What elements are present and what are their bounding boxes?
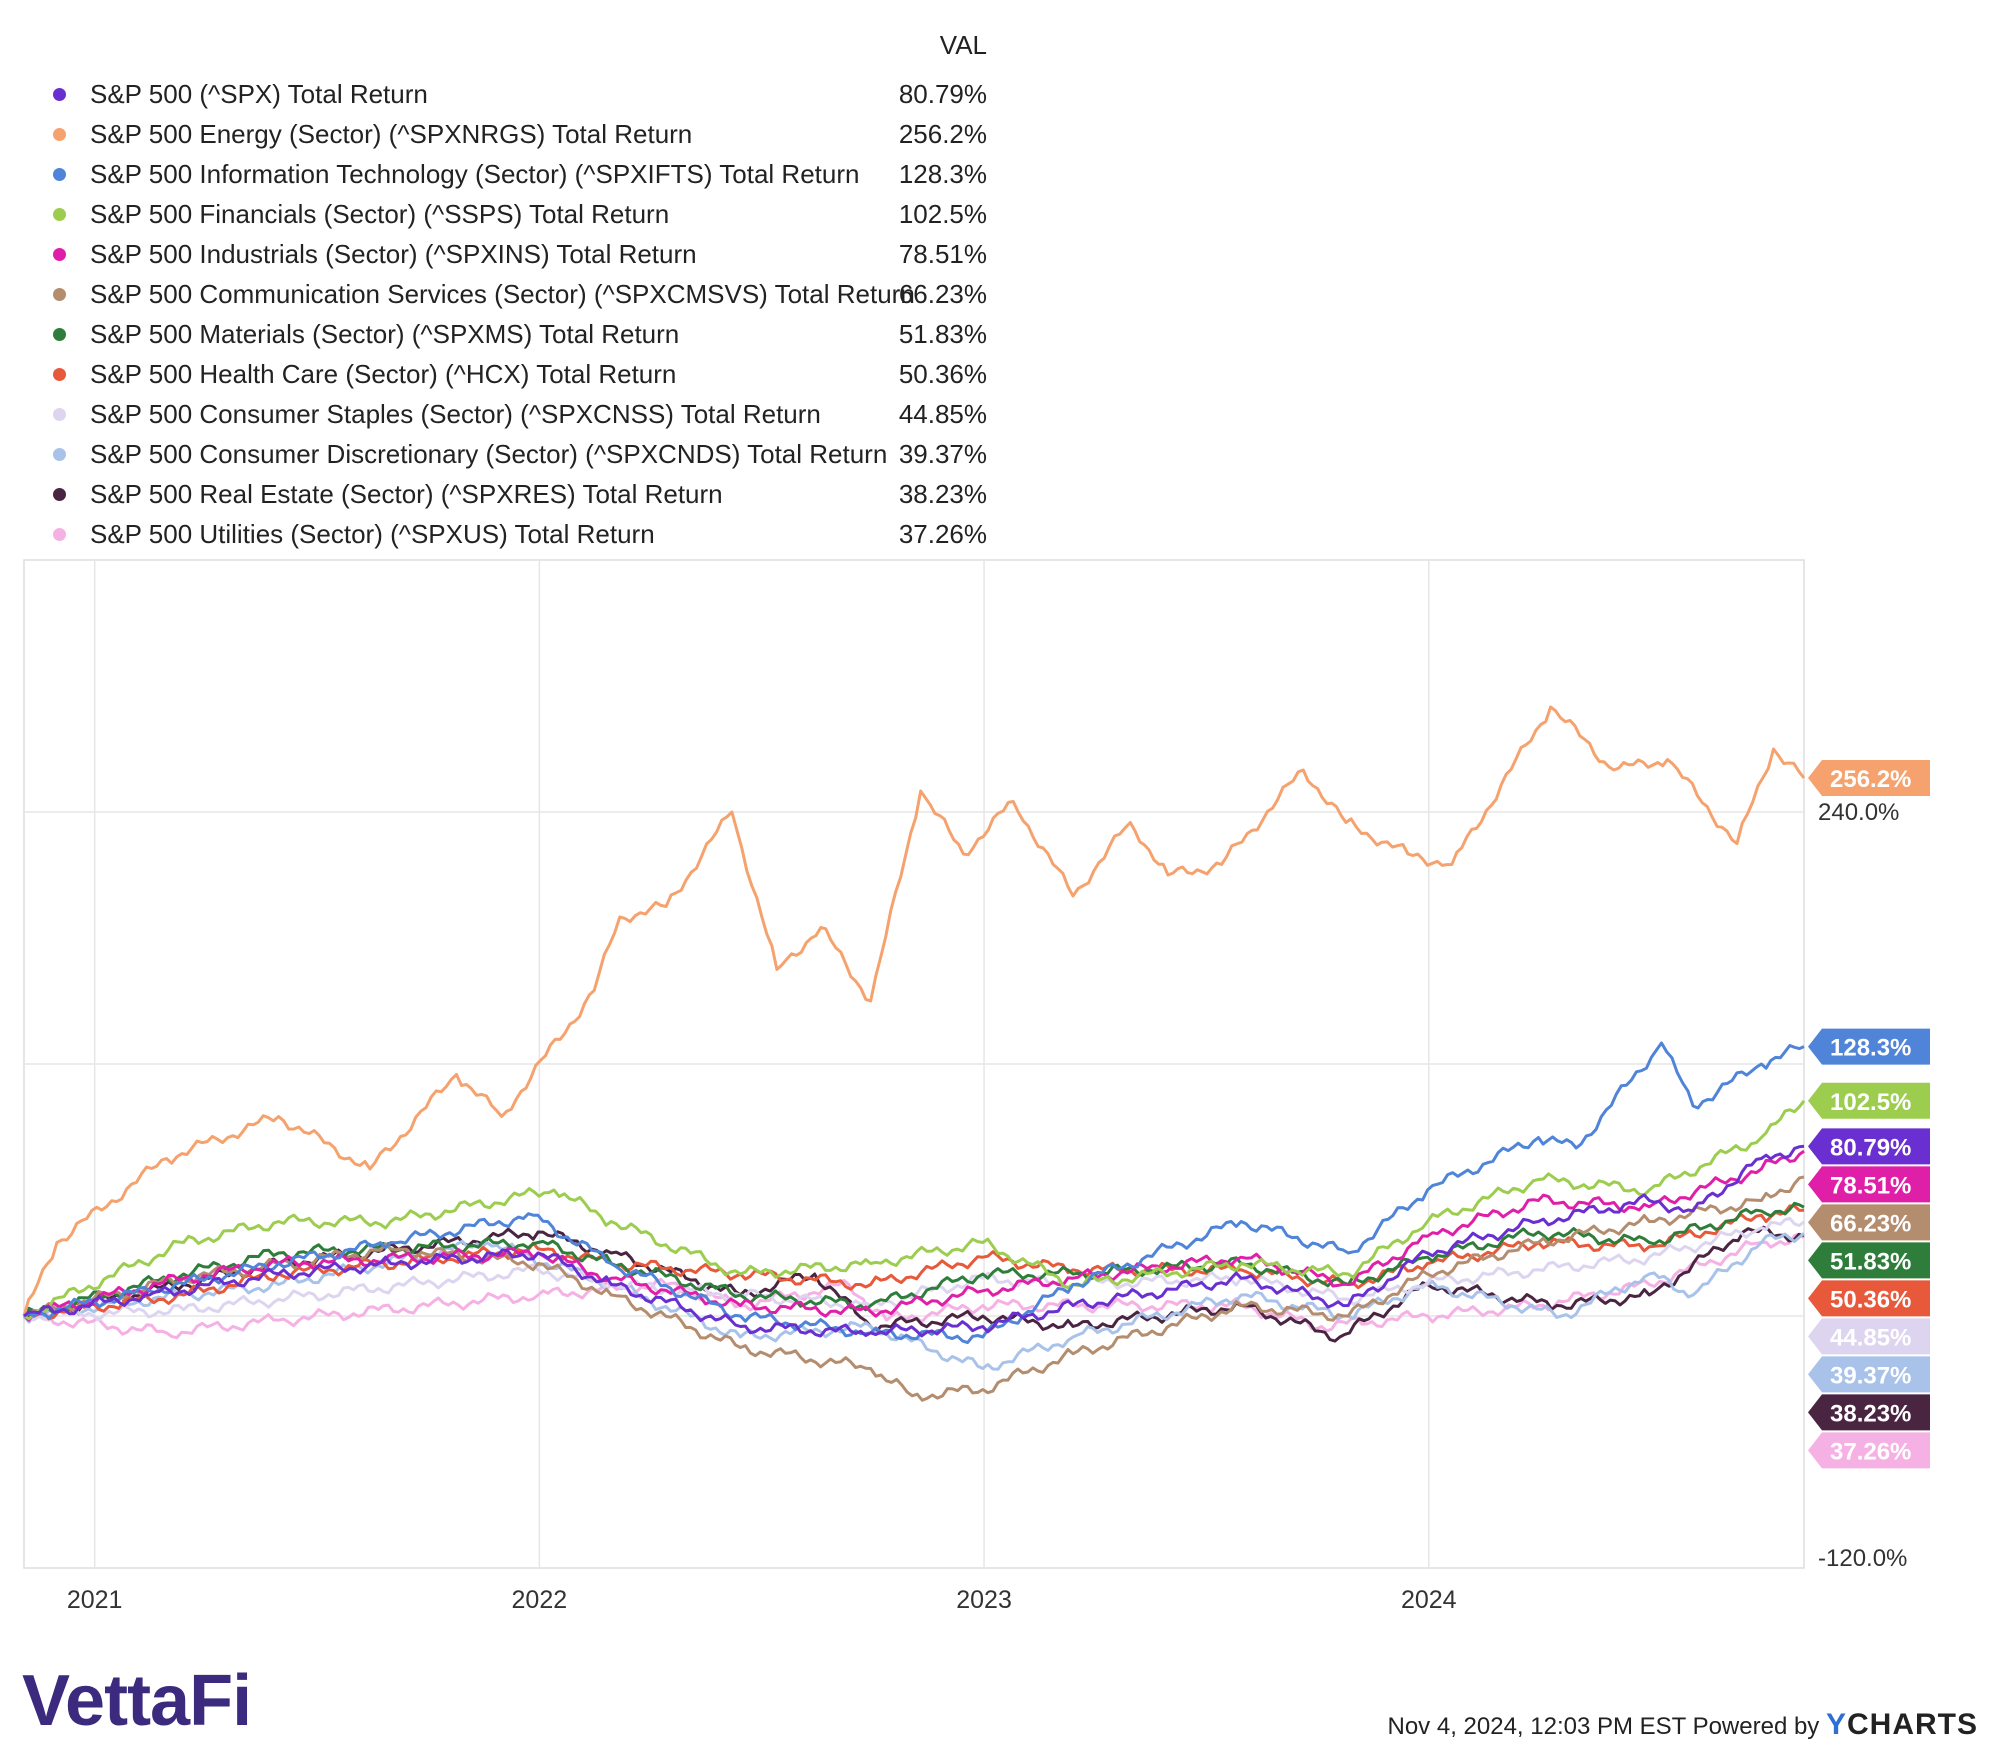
x-tick-label: 2024 xyxy=(1401,1586,1457,1614)
legend-dot-icon xyxy=(53,248,66,261)
legend-value: 39.37% xyxy=(898,439,987,469)
footer-attribution: Nov 4, 2024, 12:03 PM EST Powered by YCH… xyxy=(1388,1708,1979,1742)
series-line xyxy=(22,705,1806,1317)
series-line xyxy=(23,1144,1805,1338)
legend-item: S&P 500 (^SPX) Total Return 80.79% xyxy=(40,74,987,114)
legend-dot-icon xyxy=(53,528,66,541)
value-tag-label: 44.85% xyxy=(1830,1324,1911,1351)
legend-item: S&P 500 Industrials (Sector) (^SPXINS) T… xyxy=(40,234,987,274)
legend-item: S&P 500 Materials (Sector) (^SPXMS) Tota… xyxy=(40,314,987,354)
series-line xyxy=(23,1041,1805,1345)
legend-dot-icon xyxy=(53,208,66,221)
legend-item: S&P 500 Information Technology (Sector) … xyxy=(40,154,987,194)
value-tag xyxy=(1808,1128,1930,1165)
vettafi-logo: VettaFi xyxy=(22,1661,252,1741)
legend-label: S&P 500 Energy (Sector) (^SPXNRGS) Total… xyxy=(90,119,693,149)
series-line xyxy=(23,1099,1806,1321)
value-tag xyxy=(1808,1028,1930,1065)
legend-value: 44.85% xyxy=(898,399,987,429)
legend-dot-icon xyxy=(53,408,66,421)
x-tick-label: 2023 xyxy=(956,1586,1012,1614)
value-tag-label: 80.79% xyxy=(1830,1134,1911,1161)
legend-value: 256.2% xyxy=(898,119,987,149)
value-tag-label: 256.2% xyxy=(1830,766,1911,793)
legend-value: 50.36% xyxy=(898,359,987,389)
series-line xyxy=(23,1216,1805,1322)
x-tick-label: 2022 xyxy=(512,1586,568,1614)
legend-dot-icon xyxy=(53,368,66,381)
legend-item: S&P 500 Health Care (Sector) (^HCX) Tota… xyxy=(40,354,987,394)
legend-label: S&P 500 (^SPX) Total Return xyxy=(90,79,428,109)
legend-label: S&P 500 Utilities (Sector) (^SPXUS) Tota… xyxy=(90,519,655,549)
legend-value: 128.3% xyxy=(898,159,987,189)
value-tag xyxy=(1808,1242,1930,1279)
legend-label: S&P 500 Health Care (Sector) (^HCX) Tota… xyxy=(90,359,677,389)
legend-value: 37.26% xyxy=(898,519,987,549)
legend-header: VAL xyxy=(939,30,987,60)
legend-value: 102.5% xyxy=(898,199,987,229)
line-chart: 2021 2022 2023 2024 240.0% -120.0% 80.79% 256.2… xyxy=(22,559,1930,1614)
value-tag xyxy=(1808,1166,1930,1203)
legend-label: S&P 500 Industrials (Sector) (^SPXINS) T… xyxy=(90,239,697,269)
legend-label: S&P 500 Financials (Sector) (^SSPS) Tota… xyxy=(90,199,670,229)
value-tag-label: 39.37% xyxy=(1830,1362,1911,1389)
value-tag xyxy=(1808,1394,1930,1431)
legend-label: S&P 500 Real Estate (Sector) (^SPXRES) T… xyxy=(90,479,723,509)
x-tick-label: 2021 xyxy=(67,1586,123,1614)
y-tick-label: -120.0% xyxy=(1818,1545,1907,1572)
series-line xyxy=(22,1204,1805,1321)
series-line xyxy=(22,1232,1805,1340)
value-tag-label: 51.83% xyxy=(1830,1248,1911,1275)
value-tag-label: 66.23% xyxy=(1830,1210,1911,1237)
value-tag xyxy=(1808,1432,1930,1469)
legend-dot-icon xyxy=(53,488,66,501)
value-tag-label: 78.51% xyxy=(1830,1172,1911,1199)
legend-dot-icon xyxy=(53,448,66,461)
value-tag-label: 128.3% xyxy=(1830,1035,1911,1062)
legend-item: S&P 500 Real Estate (Sector) (^SPXRES) T… xyxy=(40,474,987,514)
series-line xyxy=(23,1149,1805,1322)
value-tag xyxy=(1808,1082,1930,1119)
legend-dot-icon xyxy=(53,328,66,341)
legend-item: S&P 500 Utilities (Sector) (^SPXUS) Tota… xyxy=(40,514,987,554)
value-tag xyxy=(1808,1204,1930,1241)
legend-value: 51.83% xyxy=(898,319,987,349)
ycharts-logo: YCHARTS xyxy=(1825,1708,1978,1741)
series-line xyxy=(23,1175,1805,1402)
series-line xyxy=(22,1201,1805,1317)
timestamp: Nov 4, 2024, 12:03 PM EST Powered by xyxy=(1387,1713,1820,1740)
value-tag xyxy=(1808,759,1930,796)
legend-label: S&P 500 Materials (Sector) (^SPXMS) Tota… xyxy=(90,319,680,349)
value-tag xyxy=(1808,1356,1930,1393)
value-tag-label: 50.36% xyxy=(1830,1286,1911,1313)
legend-label: S&P 500 Information Technology (Sector) … xyxy=(90,159,860,189)
y-tick-label: 240.0% xyxy=(1818,799,1899,826)
legend-value: 38.23% xyxy=(898,479,987,509)
legend-label: S&P 500 Consumer Staples (Sector) (^SPXC… xyxy=(90,399,821,429)
value-tag-label: 37.26% xyxy=(1830,1438,1911,1465)
legend-value: 66.23% xyxy=(898,279,987,309)
legend-dot-icon xyxy=(53,288,66,301)
legend-dot-icon xyxy=(53,88,66,101)
legend-label: S&P 500 Communication Services (Sector) … xyxy=(90,279,915,309)
value-tag-label: 38.23% xyxy=(1830,1400,1911,1427)
legend-dot-icon xyxy=(53,128,66,141)
legend-item: S&P 500 Communication Services (Sector) … xyxy=(40,274,987,314)
value-tag-label: 102.5% xyxy=(1830,1089,1911,1116)
legend-item: S&P 500 Energy (Sector) (^SPXNRGS) Total… xyxy=(40,114,987,154)
legend-value: 80.79% xyxy=(898,79,987,109)
value-tag xyxy=(1808,1318,1930,1355)
legend-label: S&P 500 Consumer Discretionary (Sector) … xyxy=(90,439,888,469)
legend-item: S&P 500 Consumer Discretionary (Sector) … xyxy=(40,434,987,474)
legend-item: S&P 500 Consumer Staples (Sector) (^SPXC… xyxy=(40,394,987,434)
legend-item: S&P 500 Financials (Sector) (^SSPS) Tota… xyxy=(40,194,987,234)
legend-dot-icon xyxy=(53,168,66,181)
value-tag xyxy=(1808,1280,1930,1317)
legend-value: 78.51% xyxy=(898,239,987,269)
